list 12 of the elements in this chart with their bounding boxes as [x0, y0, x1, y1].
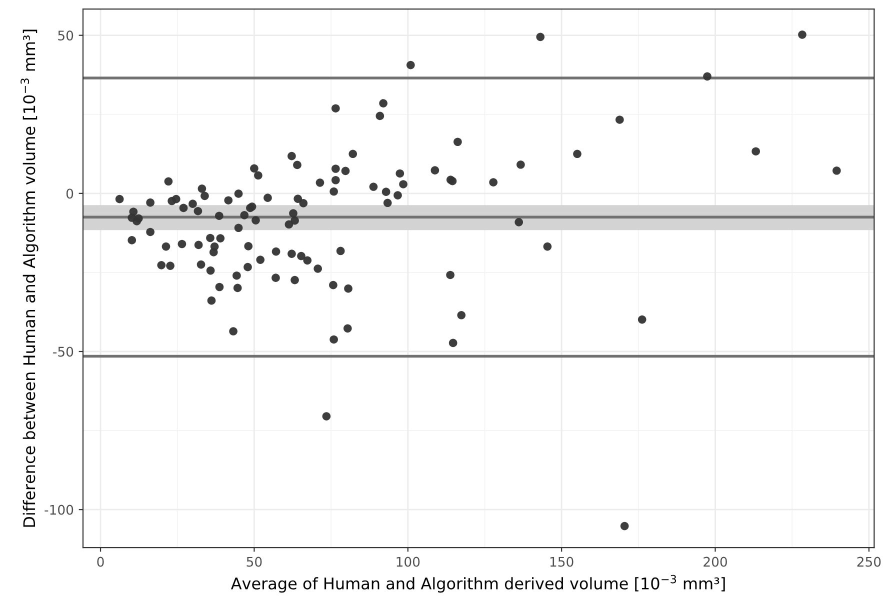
x-tick-label: 100	[396, 556, 420, 567]
y-axis-title: Difference between Human and Algorithm volume [10$^{−3}$ mm³]	[20, 30, 38, 527]
x-tick-label: 200	[704, 556, 727, 567]
x-tick-label: 0	[97, 556, 104, 567]
y-tick-label: 50	[58, 30, 74, 41]
x-tick-label: 250	[857, 556, 881, 567]
y-tick-label: -100	[44, 504, 74, 515]
x-tick-label: 150	[550, 556, 574, 567]
y-tick-label: 0	[66, 188, 74, 199]
y-tick-label: -50	[53, 346, 74, 357]
x-tick-label: 50	[246, 556, 262, 567]
x-axis-title: Average of Human and Algorithm derived volume [10$^{−3}$ mm³]	[230, 574, 725, 593]
